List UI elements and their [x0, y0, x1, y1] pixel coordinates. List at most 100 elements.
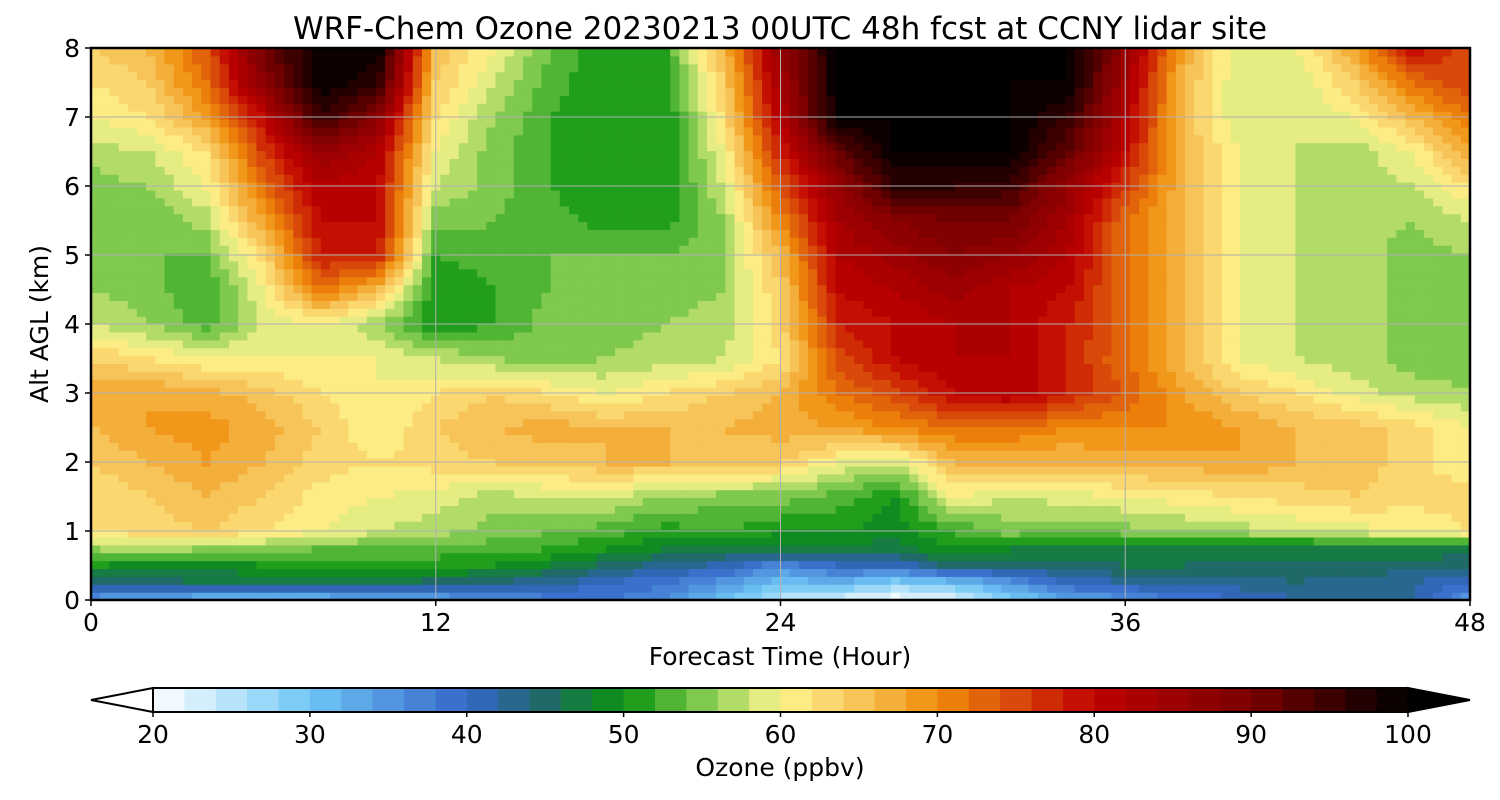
ozone-cell [274, 536, 285, 546]
ozone-cell [458, 410, 469, 420]
ozone-cell [201, 489, 212, 499]
ozone-cell [1166, 568, 1177, 577]
ozone-cell [550, 560, 561, 570]
ozone-cell [477, 536, 487, 546]
ozone-cell [973, 347, 984, 357]
ozone-cell [1322, 402, 1333, 412]
ozone-cell [118, 568, 129, 577]
ozone-cell [219, 544, 230, 554]
ozone-cell [394, 426, 405, 435]
ozone-cell [523, 402, 533, 412]
ozone-cell [1249, 394, 1260, 404]
ozone-cell [605, 536, 616, 546]
ozone-cell [486, 552, 497, 562]
ozone-cell [1148, 481, 1159, 491]
ozone-cell [578, 497, 589, 506]
ozone-cell [449, 505, 460, 514]
ozone-cell [1194, 513, 1204, 522]
ozone-cell [743, 473, 754, 483]
ozone-cell [808, 481, 818, 491]
ozone-cell [532, 584, 543, 593]
ozone-cell [366, 592, 377, 601]
ozone-cell [688, 363, 699, 372]
ozone-cell [330, 347, 340, 357]
ozone-cell [1433, 497, 1444, 506]
ozone-cell [513, 592, 524, 601]
ozone-cell [550, 355, 561, 365]
ozone-cell [311, 450, 322, 459]
ozone-cell [1221, 450, 1232, 459]
ozone-cell [421, 465, 432, 475]
ozone-cell [1065, 505, 1076, 514]
ozone-cell [771, 489, 782, 499]
ozone-cell [927, 410, 938, 420]
ozone-cell [302, 489, 313, 499]
ozone-cell [1074, 442, 1085, 451]
ozone-cell [118, 450, 129, 459]
ozone-cell [1028, 355, 1039, 365]
ozone-cell [477, 418, 487, 428]
ozone-cell [219, 331, 230, 341]
ozone-cell [1405, 513, 1416, 522]
ozone-cell [927, 371, 938, 380]
ozone-cell [1433, 450, 1444, 459]
ozone-cell [945, 339, 956, 349]
ozone-cell [1249, 513, 1260, 522]
ozone-cell [771, 465, 782, 475]
ozone-cell [1332, 410, 1342, 420]
ozone-cell [1001, 568, 1011, 577]
ozone-cell [1230, 347, 1241, 357]
ozone-cell [1074, 410, 1085, 420]
ozone-cell [449, 481, 460, 491]
ozone-cell [900, 426, 910, 435]
ozone-cell [1166, 355, 1177, 365]
ozone-cell [854, 584, 864, 593]
ozone-cell [91, 450, 101, 459]
ozone-cell [706, 513, 717, 522]
ozone-cell [909, 442, 919, 451]
ozone-cell [854, 481, 864, 491]
ozone-cell [541, 347, 552, 357]
ozone-cell [1102, 371, 1113, 380]
ozone-cell [964, 418, 975, 428]
ozone-cell [91, 426, 101, 435]
ozone-cell [1065, 442, 1076, 451]
ozone-cell [725, 394, 736, 404]
ozone-cell [991, 410, 1002, 420]
ozone-cell [808, 402, 818, 412]
ozone-cell [808, 394, 818, 404]
ozone-cell [1341, 505, 1352, 514]
ozone-cell [366, 560, 377, 570]
ozone-cell [201, 363, 212, 372]
ozone-cell [1405, 560, 1416, 570]
ozone-cell [1359, 442, 1370, 451]
ozone-cell [1047, 434, 1057, 443]
ozone-cell [1378, 410, 1388, 420]
ozone-cell [936, 552, 947, 562]
ozone-cell [1332, 465, 1342, 475]
ozone-cell [835, 529, 846, 538]
ozone-cell [1111, 568, 1122, 577]
ozone-cell [973, 410, 984, 420]
ozone-cell [91, 497, 101, 506]
ozone-cell [339, 560, 350, 570]
ozone-cell [725, 529, 736, 538]
ozone-cell [1001, 584, 1011, 593]
ozone-cell [136, 371, 147, 380]
ozone-cell [1286, 560, 1296, 570]
ozone-cell [1019, 481, 1030, 491]
ozone-cell [826, 410, 837, 420]
ozone-cell [256, 363, 267, 372]
ozone-cell [1129, 481, 1140, 491]
ozone-cell [716, 473, 726, 483]
ozone-cell [1019, 339, 1030, 349]
ozone-cell [550, 513, 561, 522]
ozone-cell [385, 473, 395, 483]
ozone-cell [697, 552, 708, 562]
ozone-cell [1203, 584, 1214, 593]
ozone-cell [1451, 418, 1462, 428]
ozone-cell [936, 434, 947, 443]
ozone-cell [798, 450, 809, 459]
ozone-cell [1295, 434, 1306, 443]
ozone-cell [127, 434, 138, 443]
